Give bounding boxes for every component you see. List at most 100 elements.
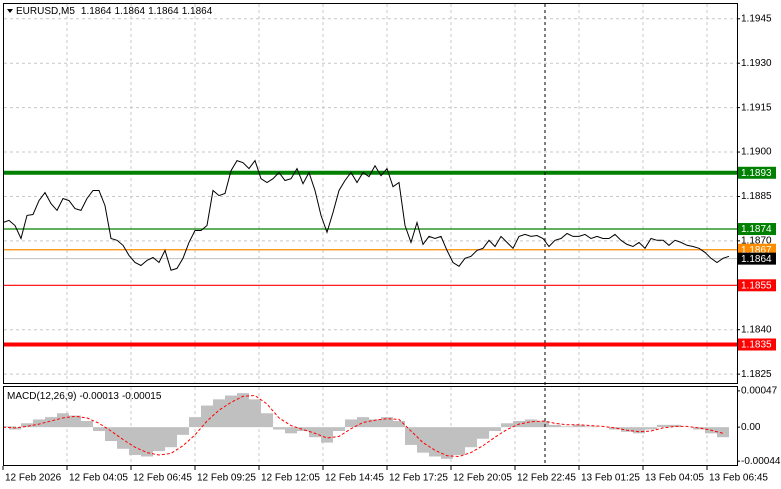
header: EURUSD,M5 1.1864 1.1864 1.1864 1.1864 <box>16 6 213 17</box>
histogram-bar <box>273 427 285 430</box>
signal-value: -0.00015 <box>122 391 162 402</box>
histogram-bar <box>189 417 201 428</box>
histogram-bar <box>645 427 657 430</box>
x-tick-label: 12 Feb 22:45 <box>517 473 576 484</box>
level-label: 1.1867 <box>741 245 772 256</box>
histogram-bar <box>153 427 165 452</box>
macd-title: MACD(12,26,9) <box>7 391 76 402</box>
y-tick-label: -0.00044 <box>741 456 781 467</box>
histogram-bar <box>21 423 33 428</box>
current-price-box <box>738 252 776 265</box>
histogram-bar <box>585 426 597 428</box>
histogram-bar <box>333 427 345 432</box>
histogram-bar <box>129 427 141 455</box>
histogram-bar <box>633 427 645 434</box>
ohlc-value: 1.1864 <box>182 6 213 17</box>
histogram-bar <box>405 427 417 445</box>
y-tick-label: 0.00 <box>741 422 761 433</box>
histogram-bar <box>4 426 16 428</box>
level-label: 1.1835 <box>741 340 772 351</box>
ohlc-value: 1.1864 <box>81 6 112 17</box>
x-tick-label: 12 Feb 14:45 <box>325 473 384 484</box>
histogram-bar <box>441 427 453 459</box>
x-tick-label: 13 Feb 06:45 <box>709 473 768 484</box>
histogram-bar <box>45 417 57 428</box>
y-tick-label: 1.1915 <box>741 102 772 113</box>
level-label: 1.1893 <box>741 168 772 179</box>
histogram-bar <box>309 427 321 438</box>
histogram-bar <box>345 419 357 428</box>
histogram-bar <box>357 417 369 428</box>
price-line <box>2 159 730 271</box>
histogram-bar <box>177 427 189 435</box>
histogram-bar <box>117 427 129 449</box>
macd-header: MACD(12,26,9) -0.00013 -0.00015 <box>7 391 162 402</box>
x-tick-label: 12 Feb 12:05 <box>261 473 320 484</box>
dropdown-icon <box>7 9 13 13</box>
y-tick-label: 1.1930 <box>741 58 772 69</box>
histogram-bar <box>285 427 297 434</box>
histogram-bar <box>417 427 429 453</box>
histogram-bar <box>573 424 585 428</box>
histogram-bar <box>465 427 477 448</box>
level-label-box <box>738 279 776 292</box>
level-label: 1.1855 <box>741 280 772 291</box>
y-tick-label: 1.1840 <box>741 324 772 335</box>
histogram-bar <box>501 423 513 428</box>
histogram-bar <box>81 420 93 428</box>
histogram-bar <box>525 419 537 428</box>
histogram-bar <box>537 420 549 428</box>
ohlc-value: 1.1864 <box>148 6 179 17</box>
histogram-bar <box>69 415 81 428</box>
histogram-bar <box>489 427 501 432</box>
histogram-bar <box>429 427 441 457</box>
histogram-bar <box>237 393 249 428</box>
y-tick-label: 1.1885 <box>741 191 772 202</box>
histogram-bar <box>93 427 105 432</box>
x-tick-label: 12 Feb 2026 <box>5 473 62 484</box>
ohlc-value: 1.1864 <box>115 6 146 17</box>
x-tick-label: 12 Feb 04:05 <box>69 473 128 484</box>
histogram-bar <box>249 399 261 428</box>
x-tick-label: 13 Feb 01:25 <box>581 473 640 484</box>
x-tick-label: 12 Feb 17:25 <box>389 473 448 484</box>
signal-line <box>2 394 724 458</box>
histogram-bar <box>213 399 225 428</box>
x-tick-label: 12 Feb 06:45 <box>133 473 192 484</box>
y-tick-label: 1.1900 <box>741 147 772 158</box>
x-tick-label: 13 Feb 04:05 <box>645 473 704 484</box>
y-tick-label: 1.1945 <box>741 13 772 24</box>
current-price-label: 1.1864 <box>741 254 772 265</box>
histogram-bar <box>105 427 117 442</box>
histogram-bar <box>609 427 621 430</box>
histogram-bar <box>717 427 729 438</box>
histogram-bar <box>549 424 561 428</box>
histogram-bar <box>201 405 213 428</box>
histogram-bar <box>225 395 237 428</box>
histogram-bar <box>561 426 573 428</box>
histogram-bar <box>669 424 681 428</box>
histogram-bar <box>261 413 273 428</box>
histogram-bar <box>141 427 153 457</box>
histogram-bar <box>369 419 381 428</box>
histogram-bar <box>297 427 309 432</box>
histogram-bar <box>165 427 177 448</box>
x-tick-label: 12 Feb 09:25 <box>197 473 256 484</box>
y-tick-label: 1.1870 <box>741 236 772 247</box>
level-label-box <box>738 166 776 179</box>
histogram-bar <box>393 420 405 428</box>
y-tick-label: 1.1825 <box>741 369 772 380</box>
level-label: 1.1874 <box>741 224 772 235</box>
histogram-bar <box>33 419 45 428</box>
main-frame <box>3 3 738 384</box>
x-tick-label: 12 Feb 20:05 <box>453 473 512 484</box>
histogram-bar <box>381 417 393 428</box>
histogram-bar <box>621 427 633 432</box>
level-label-box <box>738 223 776 236</box>
histogram-bar <box>477 427 489 439</box>
histogram-bar <box>453 427 465 455</box>
symbol: EURUSD,M5 <box>16 6 75 17</box>
macd-value: -0.00013 <box>79 391 119 402</box>
